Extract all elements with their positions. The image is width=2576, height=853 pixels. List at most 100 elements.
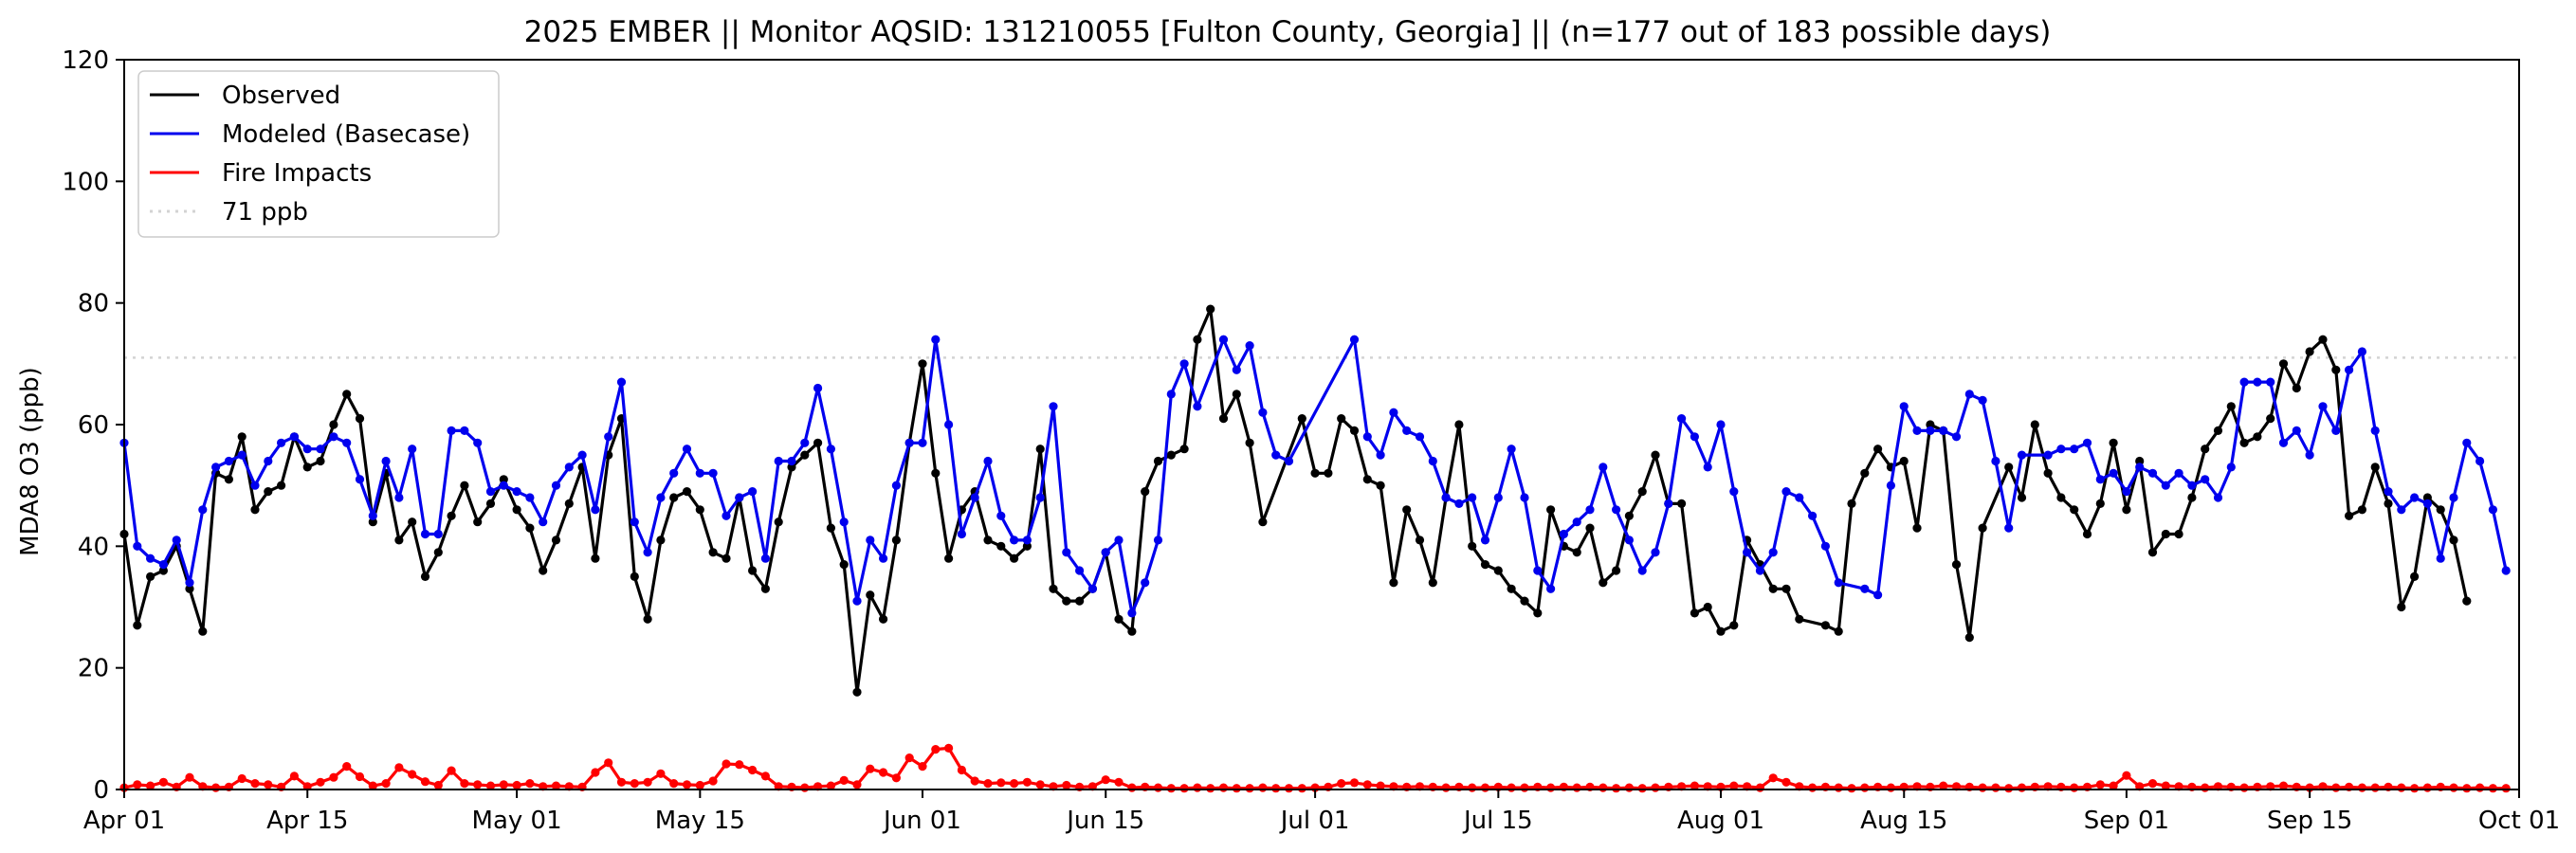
data-point-modeled [2318, 402, 2328, 411]
data-point-observed [368, 517, 377, 527]
data-point-observed [2253, 432, 2262, 442]
data-point-observed [1899, 456, 1909, 466]
data-point-fire-impacts [1193, 783, 1202, 792]
data-point-modeled [1755, 566, 1764, 575]
data-point-modeled [1624, 535, 1634, 545]
y-tick-label: 120 [62, 46, 109, 75]
data-point-fire-impacts [2357, 783, 2366, 792]
data-point-modeled [2476, 456, 2485, 466]
data-point-observed [525, 523, 535, 533]
y-axis: 0 20 40 60 80 100 120 [62, 46, 124, 805]
data-point-modeled [1075, 566, 1085, 575]
data-point-observed [473, 517, 483, 527]
data-point-fire-impacts [2449, 783, 2458, 792]
data-point-modeled [1389, 408, 1398, 417]
data-point-modeled [2488, 505, 2497, 515]
data-point-fire-impacts [1206, 784, 1215, 793]
data-point-fire-impacts [1153, 783, 1163, 792]
data-point-observed [2161, 529, 2170, 539]
data-point-modeled [460, 426, 469, 435]
data-point-observed [866, 590, 875, 600]
data-point-modeled [1035, 493, 1045, 502]
data-point-observed [224, 475, 233, 484]
y-tick-label: 60 [78, 411, 109, 440]
data-point-modeled [1114, 535, 1124, 545]
data-point-observed [1062, 596, 1071, 606]
data-point-modeled [420, 529, 430, 539]
data-point-modeled [1716, 420, 1726, 429]
data-point-fire-impacts [1284, 784, 1294, 793]
data-point-modeled [2422, 499, 2432, 509]
data-point-modeled [433, 529, 443, 539]
data-point-fire-impacts [551, 781, 561, 790]
data-point-modeled [616, 377, 627, 387]
data-point-observed [2462, 596, 2472, 606]
data-point-fire-impacts [826, 781, 836, 790]
data-point-fire-impacts [1651, 783, 1660, 792]
data-point-modeled [1768, 548, 1778, 557]
data-point-modeled [2043, 450, 2053, 460]
data-point-fire-impacts [1297, 784, 1306, 793]
data-point-fire-impacts [2410, 784, 2420, 793]
data-point-observed [1599, 578, 1608, 588]
data-point-fire-impacts [2476, 783, 2485, 792]
data-point-fire-impacts [460, 779, 469, 789]
data-point-observed [1232, 390, 1241, 399]
data-point-observed [1166, 450, 1176, 460]
data-point-modeled [277, 438, 286, 447]
data-point-modeled [1651, 548, 1660, 557]
data-point-modeled [2266, 377, 2275, 387]
data-point-modeled [2095, 475, 2105, 484]
data-point-observed [146, 572, 155, 582]
data-point-observed [2278, 359, 2289, 369]
data-point-observed [1677, 499, 1687, 509]
data-point-fire-impacts [722, 759, 731, 769]
data-point-fire-impacts [1035, 780, 1045, 789]
data-point-observed [2331, 365, 2341, 374]
data-point-fire-impacts [760, 771, 771, 781]
data-point-observed [1912, 523, 1922, 533]
data-point-observed [2213, 426, 2223, 435]
data-point-fire-impacts [1978, 783, 1987, 792]
data-point-observed [800, 450, 810, 460]
data-point-fire-impacts [616, 777, 627, 787]
x-tick-label: Aug 01 [1677, 807, 1764, 835]
data-point-fire-impacts [1114, 777, 1124, 787]
data-point-observed [1049, 584, 1058, 593]
data-point-observed [1218, 414, 1229, 424]
data-point-modeled [760, 554, 771, 563]
data-point-modeled [1179, 359, 1189, 369]
data-point-modeled [198, 505, 208, 515]
x-tick-label: Apr 01 [83, 807, 165, 835]
data-point-modeled [1964, 390, 1974, 399]
data-point-fire-impacts [2278, 781, 2289, 790]
data-point-observed [722, 554, 731, 563]
data-point-fire-impacts [211, 783, 221, 792]
y-tick-label: 100 [62, 168, 109, 196]
data-point-modeled [447, 426, 456, 435]
data-point-modeled [1468, 493, 1477, 502]
data-point-observed [408, 517, 417, 527]
data-point-observed [1362, 475, 1372, 484]
data-point-modeled [1939, 426, 1948, 435]
data-point-observed [1860, 468, 1870, 478]
data-point-observed [316, 456, 325, 466]
data-point-fire-impacts [1179, 784, 1189, 793]
data-point-observed [1781, 584, 1791, 593]
data-point-observed [1716, 626, 1726, 636]
data-point-modeled [1153, 535, 1163, 545]
data-point-modeled [891, 481, 902, 490]
data-point-fire-impacts [237, 773, 247, 784]
data-point-modeled [224, 456, 233, 466]
data-point-observed [2082, 529, 2092, 539]
data-point-fire-impacts [1468, 783, 1477, 792]
data-point-fire-impacts [1991, 783, 2001, 792]
data-point-fire-impacts [185, 772, 194, 782]
x-tick-label: Jul 01 [1279, 807, 1350, 835]
data-point-fire-impacts [368, 781, 377, 790]
data-point-modeled [735, 493, 744, 502]
data-point-fire-impacts [1834, 783, 1843, 792]
data-point-fire-impacts [983, 779, 993, 789]
data-point-fire-impacts [1376, 781, 1385, 790]
data-point-observed [250, 505, 260, 515]
